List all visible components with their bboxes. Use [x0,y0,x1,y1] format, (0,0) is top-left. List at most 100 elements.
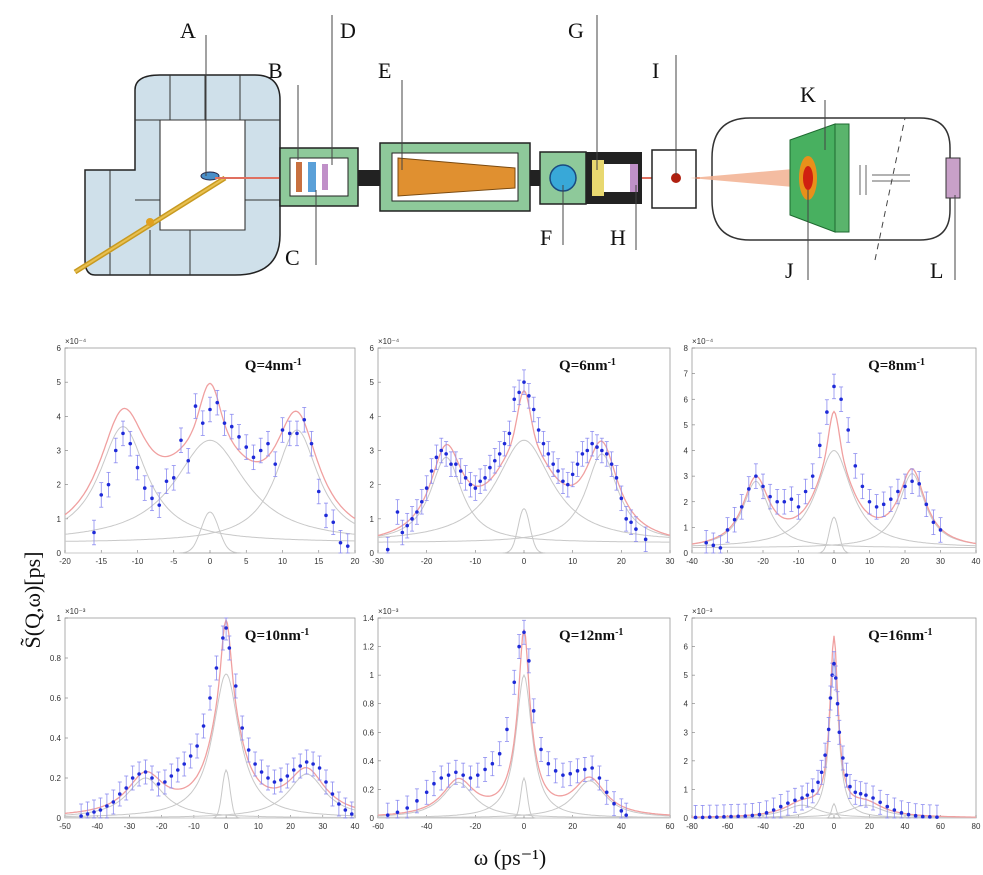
y-tick-label: 0 [684,549,689,558]
y-tick-label: 0 [57,549,62,558]
data-point [432,781,436,786]
y-tick-label: 3 [370,447,375,456]
data-point [619,809,624,813]
data-point [311,762,315,766]
plot-frame [64,347,356,554]
data-point [826,727,831,732]
data-point [273,462,278,466]
y-tick-label: 0 [370,549,375,558]
x-tick-label: 60 [936,822,945,831]
data-point [512,397,517,402]
data-point [832,661,836,666]
data-point [793,798,797,803]
data-point [848,784,852,789]
data-point [193,404,198,408]
data-point [156,782,161,786]
data-point [415,510,419,514]
data-point [810,789,815,793]
y-tick-label: 0 [370,814,375,823]
x-tick-label: 30 [936,557,945,566]
data-point [316,489,321,494]
data-point [304,760,309,764]
data-point [224,626,228,630]
data-point [395,810,400,815]
data-point [98,808,103,812]
y-tick-label: 6 [684,395,689,404]
data-point [527,659,531,663]
data-point [771,808,776,812]
x-tick-label: 80 [972,822,981,831]
data-point [117,792,122,796]
data-point [546,761,551,766]
label-h: H [610,225,626,250]
data-point [475,773,480,777]
x-tick-label: -10 [470,557,482,566]
data-point [258,448,263,453]
data-point [816,780,820,785]
data-point [493,458,497,463]
data-point [539,747,543,752]
data-point [473,486,478,490]
data-point [266,441,270,446]
data-point [725,528,730,532]
y-tick-label: 0.2 [363,785,375,794]
x-tick-label: 40 [617,822,626,831]
data-point [317,766,322,770]
x-tick-label: -40 [757,822,769,831]
total-fit-curve [64,382,356,520]
data-point [449,462,453,466]
data-point [624,813,628,817]
data-point [405,806,410,810]
data-point [175,768,180,772]
x-tick-label: -20 [421,557,433,566]
x-tick-label: 60 [666,822,675,831]
x-tick-label: 15 [314,557,323,566]
data-point [446,773,451,777]
data-point [643,537,648,542]
y-tick-label: 7 [684,370,689,379]
data-point [434,455,439,460]
data-point [819,770,824,775]
y-tick-label: 5 [370,378,375,387]
x-axis-title: ω (ps⁻¹) [474,845,546,870]
fit-component-4 [65,768,355,819]
data-point [747,487,751,491]
spectrum-panel-2: -30 -20 -10 0 10 20 30 0 1 2 3 4 5 6×10⁻⁴ Q=6nm-1 [370,337,675,566]
y-exponent-label: ×10⁻⁴ [378,337,400,346]
fit-component-2 [64,673,356,818]
data-point [531,709,536,713]
data-point [575,769,580,773]
y-tick-label: 1.2 [363,643,375,652]
label-c: C [285,245,300,270]
y-tick-label: 2 [684,498,689,507]
data-point [345,544,350,548]
data-point [823,753,827,757]
data-point [860,484,865,489]
x-tick-label: 0 [208,557,213,566]
data-point [488,465,492,470]
data-point [561,479,565,484]
data-point [522,630,526,635]
data-point [541,441,546,446]
spectrum-panel-4: -50 -40 -30 -20 -10 0 10 20 30 40 0 0.2 0.4 0.6 0.8 1×1… [50,607,360,831]
data-point [478,479,483,484]
x-tick-label: -30 [372,557,384,566]
data-point [272,780,277,784]
q-value-label: Q=16nm-1 [868,627,932,645]
data-point [324,780,328,784]
y-tick-label: 2 [57,481,62,490]
x-tick-label: 40 [972,557,981,566]
x-tick-label: -20 [470,822,482,831]
data-point [604,790,609,795]
data-point [135,465,140,470]
x-tick-label: 40 [351,822,360,831]
data-point [128,441,133,446]
y-tick-label: 1 [57,515,62,524]
data-point [279,778,283,782]
data-point [92,810,96,814]
y-tick-label: 1 [684,523,689,532]
data-point [732,517,737,522]
data-point [507,431,512,436]
data-point [718,546,723,550]
data-point [889,497,893,501]
